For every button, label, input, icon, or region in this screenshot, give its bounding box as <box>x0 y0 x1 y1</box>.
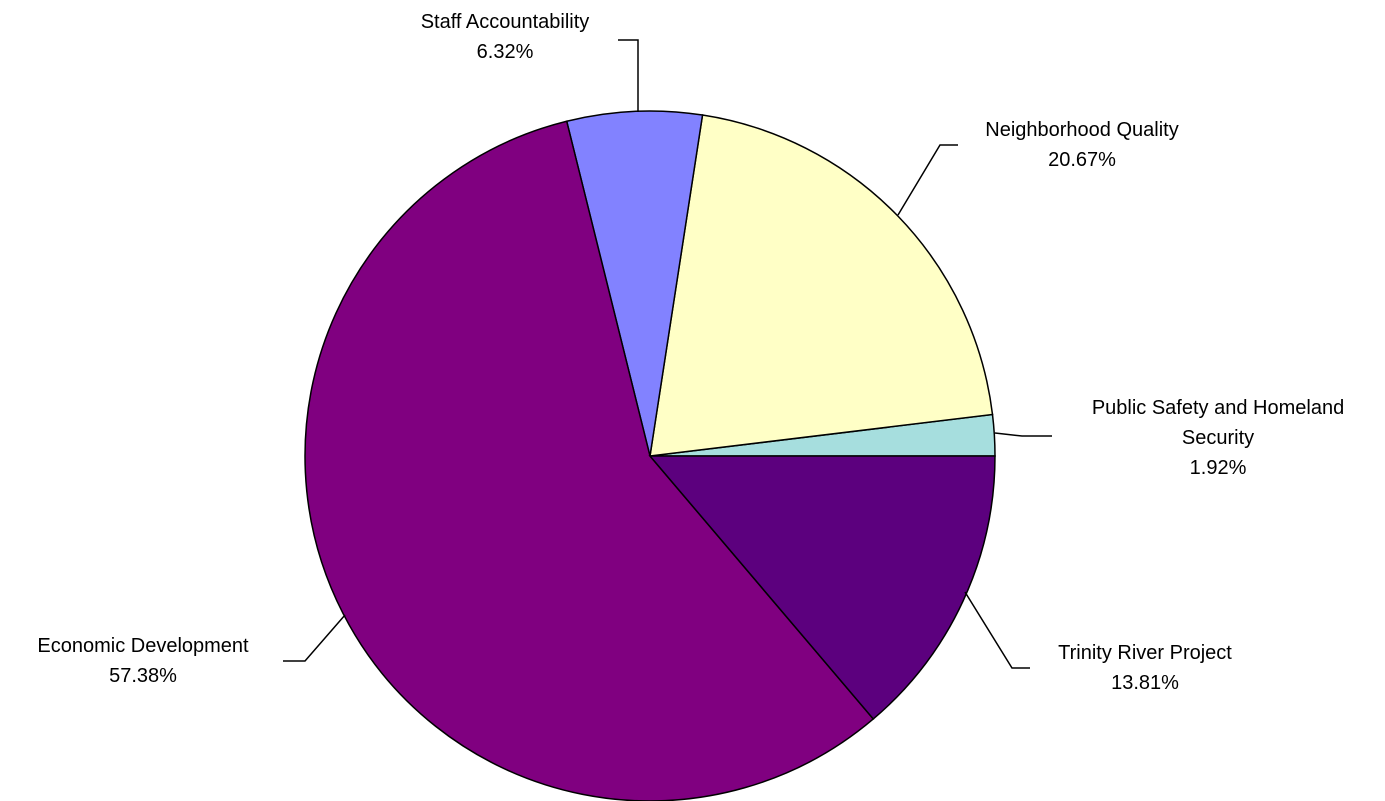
pie-slice-neighborhood-quality <box>649 114 994 457</box>
leader-line-trinity-river-project <box>964 591 1030 669</box>
slice-category-trinity-river-project: Trinity River Project <box>1058 642 1232 664</box>
leader-line-neighborhood-quality <box>897 144 958 216</box>
slice-category-public-safety-and-homeland-security: Security <box>1182 427 1254 449</box>
slice-percent-staff-accountability: 6.32% <box>477 41 534 63</box>
slice-percent-public-safety-and-homeland-security: 1.92% <box>1190 457 1247 479</box>
slice-labels: Public Safety and Homeland Security 1.92% N… <box>37 11 1344 694</box>
pie-slice-economic-development <box>304 120 875 801</box>
slice-category-public-safety-and-homeland-security: Public Safety and Homeland <box>1092 397 1344 419</box>
slice-label-public-safety-and-homeland-security: Public Safety and Homeland Security 1.92% <box>1092 397 1344 479</box>
leader-line-economic-development <box>283 614 346 662</box>
slice-percent-neighborhood-quality: 20.67% <box>1048 149 1116 171</box>
leader-line-staff-accountability <box>618 39 639 112</box>
slice-label-staff-accountability: Staff Accountability 6.32% <box>421 11 590 63</box>
pie-slice-trinity-river-project <box>648 455 996 721</box>
slice-label-economic-development: Economic Development 57.38% <box>37 635 249 687</box>
slice-label-trinity-river-project: Trinity River Project 13.81% <box>1058 642 1232 694</box>
slice-category-economic-development: Economic Development <box>37 635 249 657</box>
slice-percent-trinity-river-project: 13.81% <box>1111 672 1179 694</box>
slice-category-neighborhood-quality: Neighborhood Quality <box>985 119 1178 141</box>
slice-category-staff-accountability: Staff Accountability <box>421 11 590 33</box>
pie-slices <box>304 110 996 801</box>
pie-slice-staff-accountability <box>565 110 704 457</box>
slice-label-neighborhood-quality: Neighborhood Quality 20.67% <box>985 119 1178 171</box>
leader-lines <box>283 39 1052 669</box>
leader-line-public-safety-and-homeland-security <box>994 432 1052 437</box>
slice-percent-economic-development: 57.38% <box>109 665 177 687</box>
